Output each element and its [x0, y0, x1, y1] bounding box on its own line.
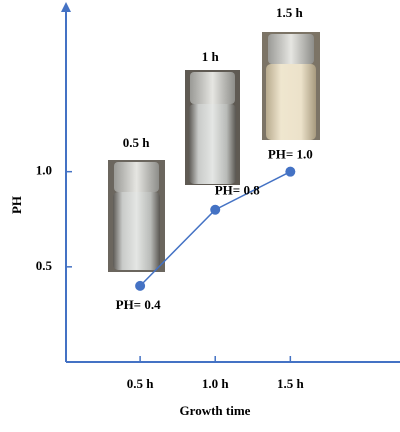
y-tick-label: 1.0 — [36, 163, 52, 178]
vial-photo — [185, 70, 240, 185]
vial-photo — [262, 32, 320, 140]
vial-time-label: 1 h — [202, 49, 220, 64]
data-point — [135, 281, 145, 291]
y-tick-label: 0.5 — [36, 258, 53, 273]
value-label: PH= 1.0 — [268, 147, 313, 162]
x-axis-title: Growth time — [180, 403, 251, 418]
value-label: PH= 0.4 — [116, 297, 161, 312]
x-tick-label: 1.0 h — [202, 376, 230, 391]
data-point — [210, 205, 220, 215]
vial-photo — [108, 160, 165, 272]
data-point — [285, 167, 295, 177]
chart: PH Growth time 0.5 1.0 0.5 h 1.0 h 1.5 h PH= … — [0, 0, 400, 427]
x-tick-label: 1.5 h — [277, 376, 305, 391]
y-axis-arrow — [61, 2, 71, 12]
vial-time-label: 0.5 h — [123, 135, 151, 150]
vial-time-label: 1.5 h — [276, 5, 304, 20]
y-axis-title: PH — [9, 196, 24, 214]
x-tick-label: 0.5 h — [127, 376, 155, 391]
value-label: PH= 0.8 — [215, 183, 260, 198]
